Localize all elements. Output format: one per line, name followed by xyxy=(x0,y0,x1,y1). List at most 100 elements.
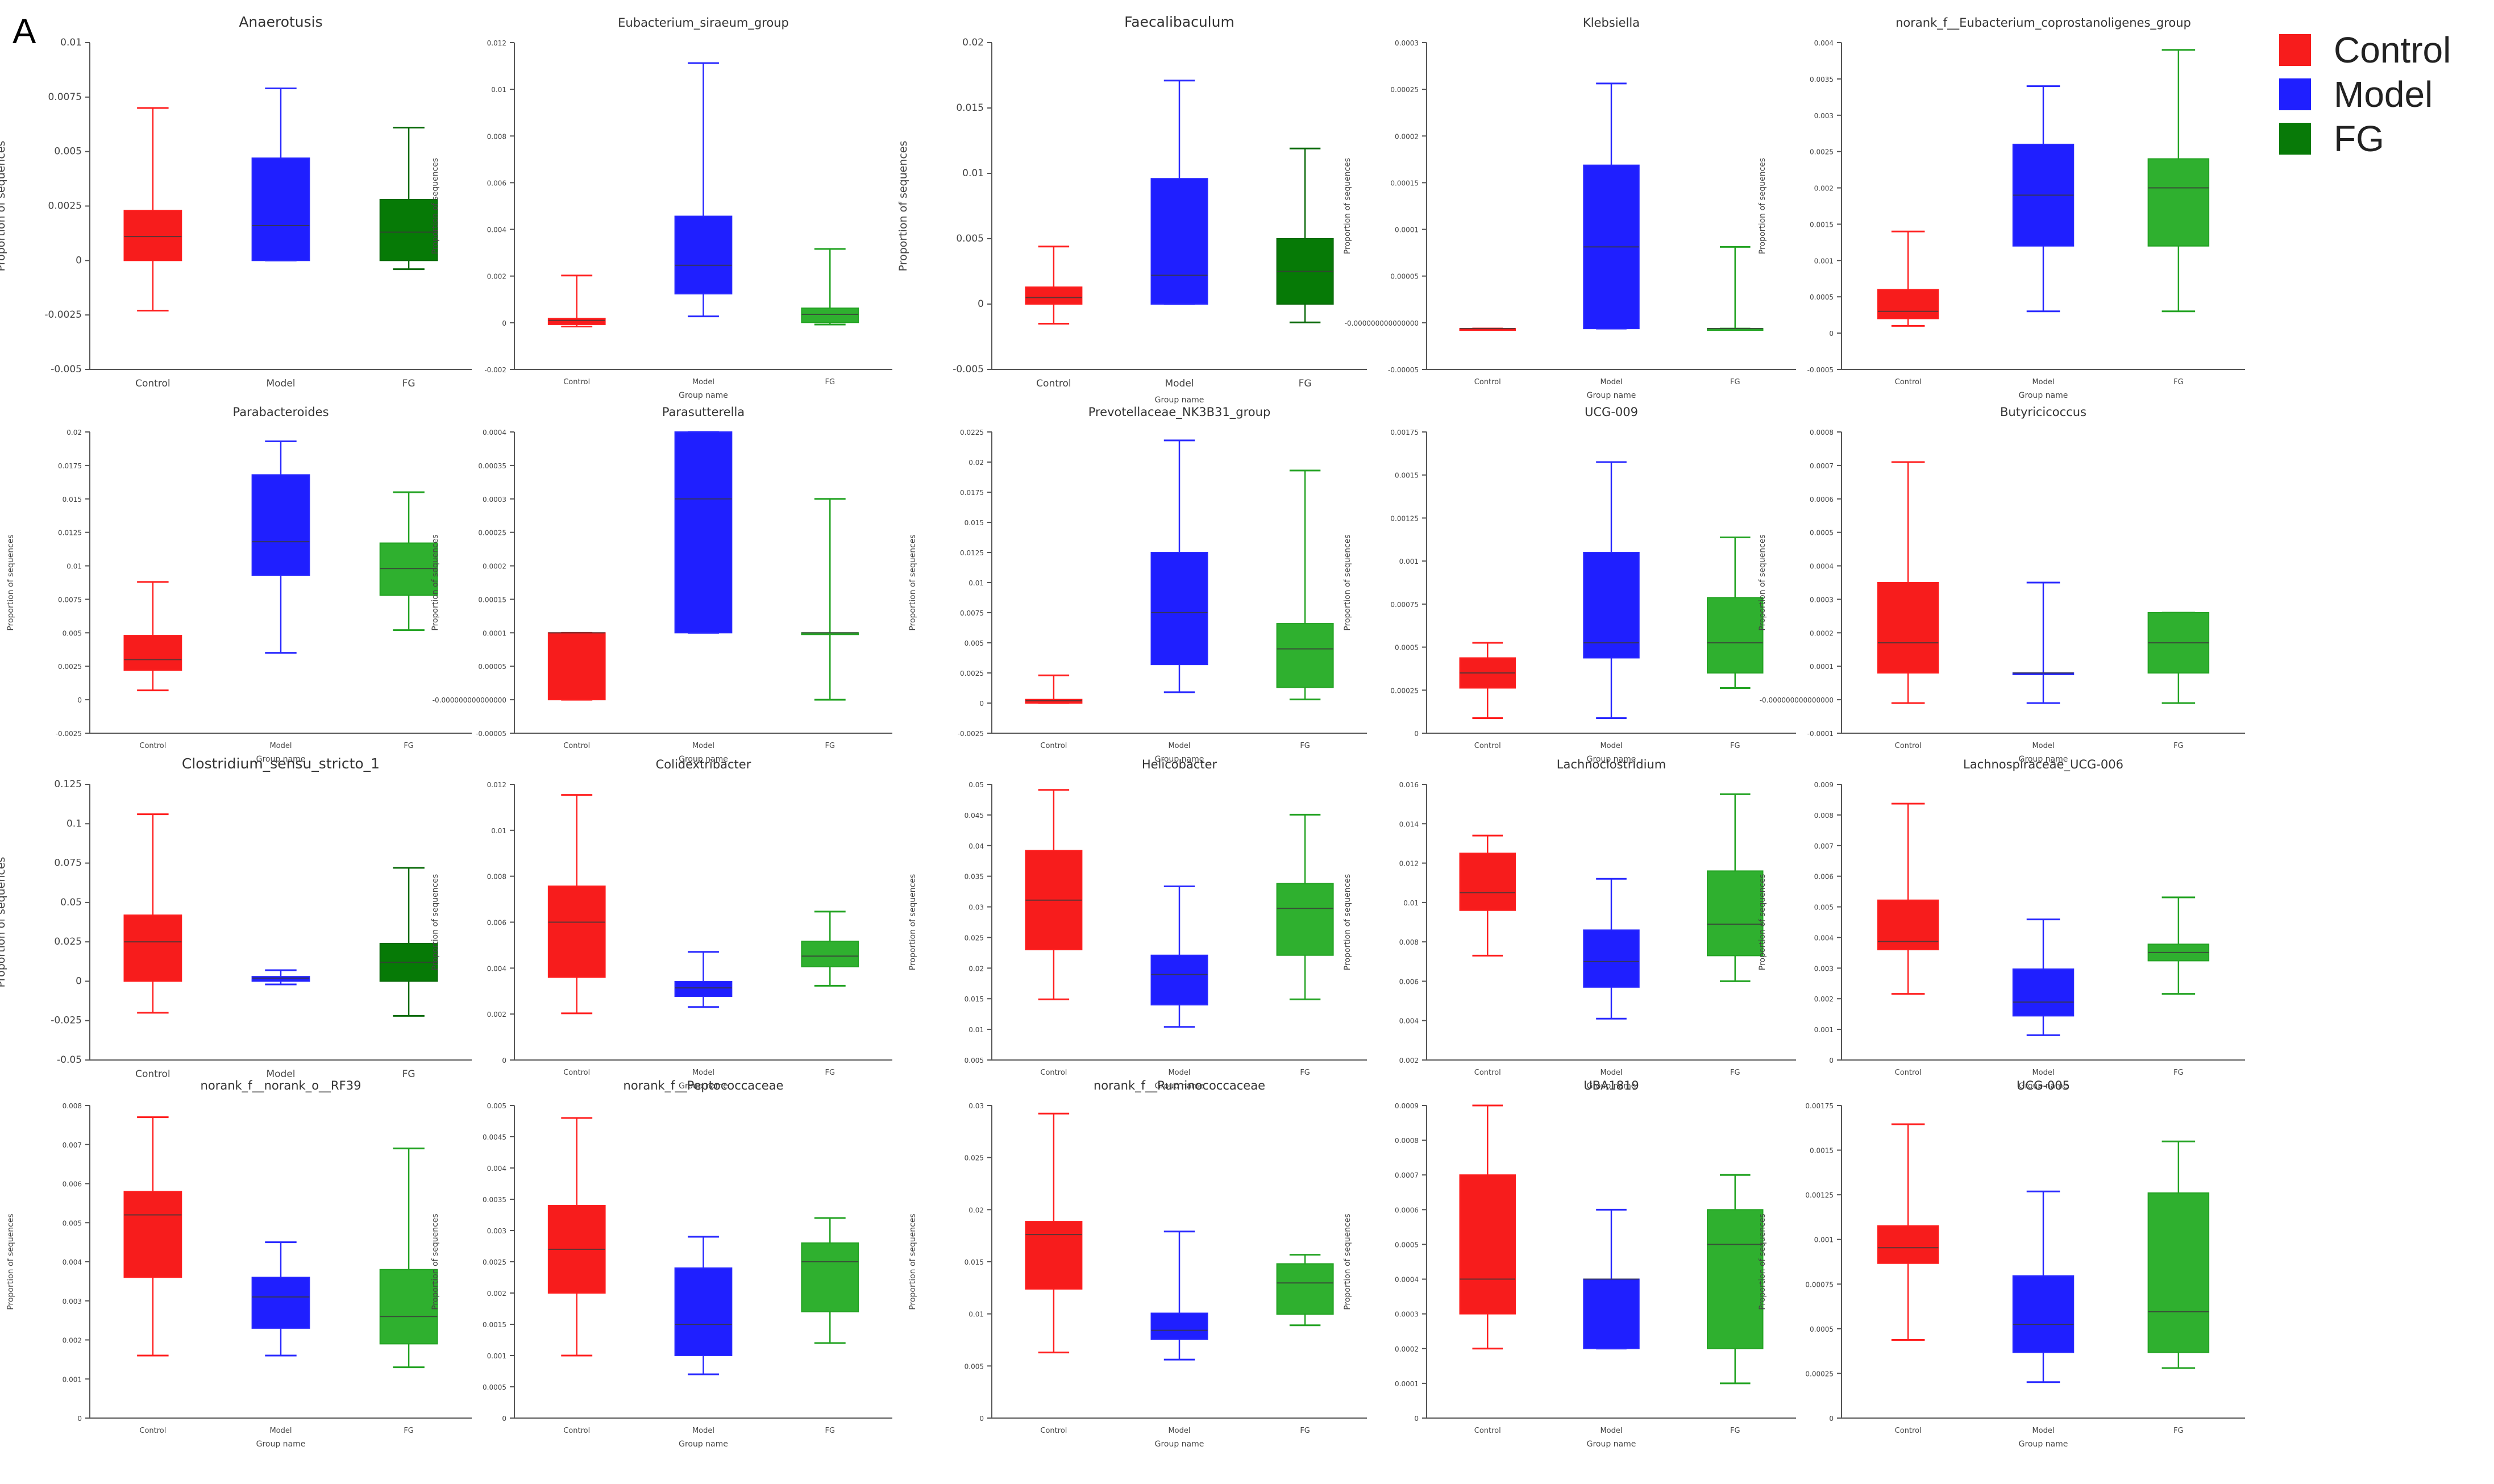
y-tick-label: 0.0005 xyxy=(1810,529,1834,537)
y-tick-label: -0.005 xyxy=(51,364,82,375)
y-tick-label: 0.00015 xyxy=(1390,179,1419,187)
y-tick-label: 0.004 xyxy=(487,226,506,234)
x-tick-label: Model xyxy=(692,1427,714,1435)
y-tick-label: 0.0001 xyxy=(1395,226,1419,234)
chart-title: Helicobacter xyxy=(1142,758,1217,771)
y-tick-label: -0.00005 xyxy=(476,730,506,738)
x-axis-title: Group name xyxy=(679,1440,728,1449)
x-tick-label: FG xyxy=(2173,1069,2184,1077)
x-axis-title: Group name xyxy=(679,755,728,764)
y-tick-label: 0.00025 xyxy=(1805,1370,1834,1378)
boxplot-colidextribacter: Colidextribacter 0 0.002 0.004 0.006 0.008 0.0… xyxy=(431,758,892,1091)
box-model xyxy=(2012,918,2075,1036)
y-tick-label: 0 xyxy=(76,255,82,266)
boxplot-clostridium-sensu-stricto-1: Clostridium_sensu_stricto_1 -0.05 -0.025 0 0… xyxy=(0,755,472,1080)
chart-title: UCG-009 xyxy=(1585,405,1638,419)
boxplot-uba1819: UBA1819 0 0.0001 0.0002 0.0003 0.0004 0.0005 0.… xyxy=(1343,1079,1796,1449)
y-axis-title: Proportion of sequences xyxy=(1758,874,1767,970)
y-tick-label: 0.05 xyxy=(60,897,82,908)
iqr-box xyxy=(547,632,606,701)
iqr-box xyxy=(1150,178,1208,305)
y-tick-label: 0.0075 xyxy=(58,596,82,604)
y-tick-label: 0.005 xyxy=(54,146,82,157)
box-control xyxy=(547,631,606,701)
y-tick-label: 0.0075 xyxy=(960,609,984,617)
y-tick-label: 0.002 xyxy=(1814,995,1834,1003)
box-control xyxy=(1877,230,1939,327)
box-fg xyxy=(801,498,859,701)
y-tick-label: 0.0006 xyxy=(1395,1206,1419,1214)
y-tick-label: 0.015 xyxy=(965,1258,984,1266)
x-tick-label: Model xyxy=(692,1069,714,1077)
box-fg xyxy=(2147,49,2210,313)
y-tick-label: 0.004 xyxy=(1814,39,1834,47)
box-fg xyxy=(1276,1254,1334,1327)
y-axis-title: Proportion of sequences xyxy=(431,158,440,254)
chart-title: Parabacteroides xyxy=(232,405,329,419)
y-axis-title: Proportion of sequences xyxy=(1758,158,1767,254)
x-tick-label: Model xyxy=(1165,378,1194,389)
y-tick-label: -0.000000000000000 xyxy=(1760,696,1834,704)
iqr-box xyxy=(801,1242,859,1312)
boxplot-grid: Anaerotusis -0.005 -0.0025 0 0.0025 0.005 0.00… xyxy=(0,14,2245,1449)
x-tick-label: Control xyxy=(139,1427,166,1435)
y-tick-label: 0.005 xyxy=(63,1219,82,1227)
y-tick-label: 0.004 xyxy=(487,1165,506,1173)
iqr-box xyxy=(547,886,606,978)
x-tick-label: Model xyxy=(1168,742,1190,750)
y-tick-label: 0.002 xyxy=(1399,1057,1419,1065)
chart-title: Faecalibaculum xyxy=(1124,14,1234,30)
y-axis-title: Proportion of sequences xyxy=(1343,534,1352,630)
boxplot-norank-f-eubacterium-coprostanoligenes-group: norank_f__Eubacterium_coprostanoligenes_… xyxy=(1758,16,2245,400)
x-axis-title: Group name xyxy=(679,391,728,400)
box-model xyxy=(1583,461,1640,719)
x-tick-label: Model xyxy=(266,1069,295,1080)
y-tick-label: 0.075 xyxy=(54,858,82,869)
box-model xyxy=(674,1236,733,1375)
y-tick-label: 0.008 xyxy=(487,873,506,881)
y-tick-label: 0.0035 xyxy=(483,1196,506,1204)
y-tick-label: 0.004 xyxy=(487,965,506,972)
iqr-box xyxy=(1025,286,1083,305)
y-tick-label: 0.0025 xyxy=(960,670,984,677)
y-axis-title: Proportion of sequences xyxy=(431,534,440,630)
x-tick-label: FG xyxy=(1730,742,1740,750)
iqr-box xyxy=(1025,1221,1083,1290)
y-tick-label: 0 xyxy=(978,298,984,310)
y-tick-label: 0.014 xyxy=(1399,820,1419,828)
y-tick-label: 0.006 xyxy=(1399,978,1419,986)
iqr-box xyxy=(801,307,859,323)
y-tick-label: 0.01 xyxy=(491,827,506,835)
x-tick-label: Control xyxy=(1036,378,1071,389)
boxplot-norank-f-peptococcaceae: norank_f__Peptococcaceae 0 0.0005 0.001 0.00… xyxy=(431,1079,892,1449)
x-tick-label: FG xyxy=(1300,742,1310,750)
y-tick-label: 0.02 xyxy=(968,1206,984,1214)
y-tick-label: 0.00125 xyxy=(1390,514,1419,522)
iqr-box xyxy=(123,635,182,671)
x-tick-label: Model xyxy=(692,742,714,750)
x-tick-label: FG xyxy=(1730,1427,1740,1435)
box-model xyxy=(1583,878,1640,1020)
box-model xyxy=(1583,82,1640,330)
chart-title: Eubacterium_siraeum_group xyxy=(618,16,789,30)
box-control xyxy=(1459,834,1516,957)
chart-title: UBA1819 xyxy=(1583,1079,1639,1092)
y-tick-label: -0.05 xyxy=(57,1054,82,1066)
x-tick-label: FG xyxy=(1730,378,1740,386)
iqr-box xyxy=(1707,1209,1764,1349)
y-tick-label: 0.01 xyxy=(968,579,984,587)
y-tick-label: 0.0005 xyxy=(1395,1241,1419,1249)
box-control xyxy=(1877,803,1939,995)
iqr-box xyxy=(1707,870,1764,957)
y-tick-label: -0.000000000000000 xyxy=(433,696,506,704)
y-tick-label: 0.0007 xyxy=(1810,462,1834,470)
y-tick-label: 0.015 xyxy=(63,496,82,504)
y-tick-label: -0.000000000000000 xyxy=(1345,319,1419,327)
box-control xyxy=(1877,1123,1939,1341)
panel-label: A xyxy=(13,12,36,51)
y-tick-label: -0.0001 xyxy=(1807,730,1834,738)
boxplot-parabacteroides: Parabacteroides -0.0025 0 0.0025 0.005 0.0075… xyxy=(6,405,472,764)
y-axis-title: Proportion of sequences xyxy=(1758,534,1767,630)
x-tick-label: FG xyxy=(1299,378,1312,389)
y-axis-title: Proportion of sequences xyxy=(6,1213,15,1310)
